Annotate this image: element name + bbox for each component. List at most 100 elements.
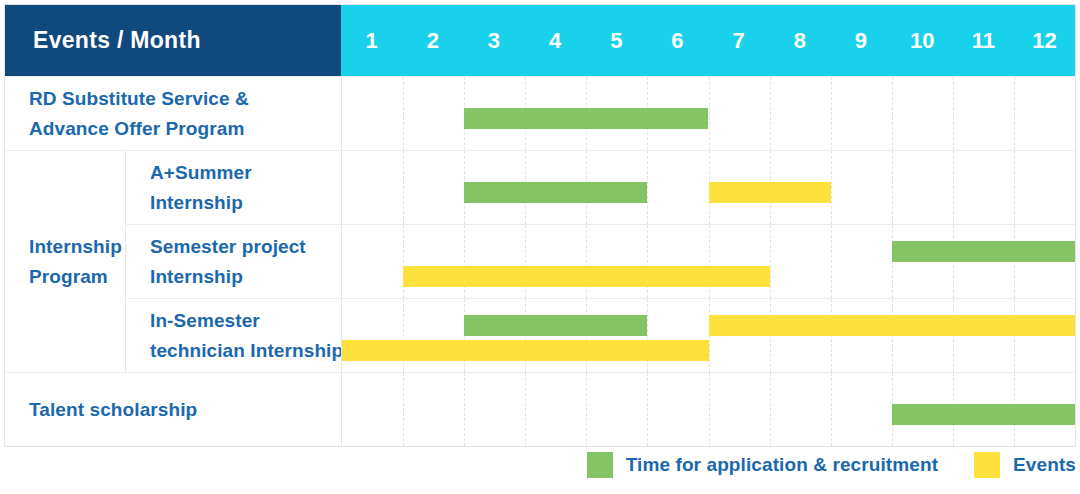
month-gridline <box>403 77 404 150</box>
legend-swatch-yellow <box>974 452 1000 478</box>
row-label: Talent scholarship <box>29 395 197 424</box>
month-header-2: 2 <box>402 5 463 76</box>
month-gridline <box>403 299 404 372</box>
label-line: Internship <box>150 262 306 291</box>
row-semester-project: Semester project Internship <box>125 224 1075 298</box>
green-gantt-bar <box>464 315 647 336</box>
month-gridline <box>586 225 587 298</box>
label-line: Semester project <box>150 232 306 261</box>
table-header-row: Events / Month 123456789101112 <box>5 5 1075 76</box>
month-header-12: 12 <box>1014 5 1075 76</box>
month-gridline <box>525 373 526 446</box>
group-rows: A+Summer Internship Semester project Int… <box>125 151 1075 372</box>
label-line: Program <box>29 262 122 291</box>
month-gridline <box>892 77 893 150</box>
month-gridline <box>586 373 587 446</box>
legend-label: Time for application & recruitment <box>626 454 938 476</box>
month-header-4: 4 <box>525 5 586 76</box>
month-header-8: 8 <box>769 5 830 76</box>
month-gridline <box>831 373 832 446</box>
legend-swatch-green <box>587 452 613 478</box>
row-a-plus-summer: A+Summer Internship <box>125 151 1075 224</box>
yellow-gantt-bar <box>709 315 1076 336</box>
header-title: Events / Month <box>33 27 201 54</box>
month-gridline <box>770 373 771 446</box>
row-in-semester-technician: In-Semester technician Internship <box>125 298 1075 372</box>
month-header-7: 7 <box>708 5 769 76</box>
month-header-6: 6 <box>647 5 708 76</box>
month-gridline <box>709 373 710 446</box>
month-gridline <box>770 77 771 150</box>
row-timeline <box>341 373 1075 446</box>
schedule-table: Events / Month 123456789101112 RD Substi… <box>4 4 1076 447</box>
row-label-cell: Semester project Internship <box>125 225 341 298</box>
month-gridline <box>953 77 954 150</box>
label-line: Internship <box>29 232 122 261</box>
label-line: Talent scholarship <box>29 395 197 424</box>
header-events-month-cell: Events / Month <box>5 5 341 76</box>
month-header-10: 10 <box>892 5 953 76</box>
internship-program-group: Internship Program A+Summer Internship <box>5 150 1075 372</box>
month-gridline <box>403 151 404 224</box>
month-gridline <box>647 299 648 372</box>
month-gridline <box>464 373 465 446</box>
yellow-gantt-bar <box>342 340 709 361</box>
group-label-cell: Internship Program <box>5 151 125 372</box>
month-gridline <box>770 225 771 298</box>
yellow-gantt-bar <box>709 182 831 203</box>
month-gridline <box>831 151 832 224</box>
month-gridline <box>647 225 648 298</box>
month-gridline <box>892 151 893 224</box>
row-label-cell: A+Summer Internship <box>125 151 341 224</box>
month-header-9: 9 <box>830 5 891 76</box>
green-gantt-bar <box>892 404 1075 425</box>
green-gantt-bar <box>892 241 1075 262</box>
month-gridline <box>831 77 832 150</box>
legend-item-yellow: Events <box>974 452 1076 478</box>
row-talent-scholarship: Talent scholarship <box>5 372 1075 446</box>
month-gridline <box>403 225 404 298</box>
legend-label: Events <box>1013 454 1076 476</box>
label-line: In-Semester <box>150 306 343 335</box>
row-rd-substitute: RD Substitute Service & Advance Offer Pr… <box>5 76 1075 150</box>
month-gridline <box>464 225 465 298</box>
table-body: RD Substitute Service & Advance Offer Pr… <box>5 76 1075 446</box>
month-gridline <box>831 225 832 298</box>
row-timeline <box>341 77 1075 150</box>
header-months: 123456789101112 <box>341 5 1075 76</box>
label-line: A+Summer <box>150 158 252 187</box>
row-label-cell: Talent scholarship <box>5 373 341 446</box>
month-gridline <box>647 151 648 224</box>
legend-item-green: Time for application & recruitment <box>587 452 938 478</box>
row-timeline <box>341 225 1075 298</box>
row-label: RD Substitute Service & Advance Offer Pr… <box>29 84 249 143</box>
month-gridline <box>403 373 404 446</box>
group-label: Internship Program <box>29 232 122 291</box>
month-gridline <box>647 373 648 446</box>
row-timeline <box>341 151 1075 224</box>
month-gridline <box>709 77 710 150</box>
green-gantt-bar <box>464 182 647 203</box>
label-line: Internship <box>150 188 252 217</box>
month-header-5: 5 <box>586 5 647 76</box>
month-gridline <box>709 225 710 298</box>
row-timeline <box>341 299 1075 372</box>
gantt-schedule-canvas: Events / Month 123456789101112 RD Substi… <box>0 0 1080 494</box>
month-gridline <box>1014 151 1015 224</box>
label-line: RD Substitute Service & <box>29 84 249 113</box>
row-label: In-Semester technician Internship <box>150 306 343 365</box>
green-gantt-bar <box>464 108 708 129</box>
legend: Time for application & recruitment Events <box>0 452 1076 478</box>
label-line: technician Internship <box>150 336 343 365</box>
yellow-gantt-bar <box>403 266 770 287</box>
month-header-11: 11 <box>953 5 1014 76</box>
row-label-cell: RD Substitute Service & Advance Offer Pr… <box>5 77 341 150</box>
month-gridline <box>953 151 954 224</box>
month-gridline <box>1014 77 1015 150</box>
row-label: Semester project Internship <box>150 232 306 291</box>
row-label: A+Summer Internship <box>150 158 252 217</box>
month-gridline <box>525 225 526 298</box>
label-line: Advance Offer Program <box>29 114 249 143</box>
month-header-3: 3 <box>463 5 524 76</box>
month-header-1: 1 <box>341 5 402 76</box>
